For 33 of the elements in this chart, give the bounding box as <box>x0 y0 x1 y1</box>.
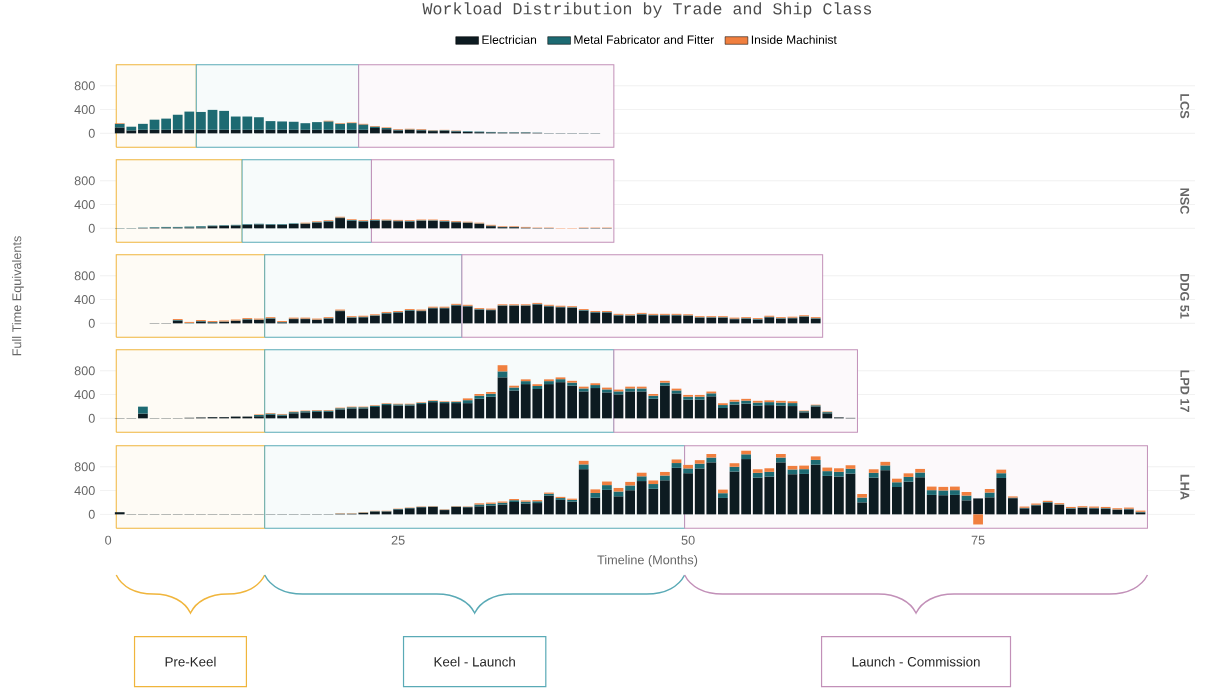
text: Launch - Commission <box>852 656 980 667</box>
y-tick-label: 400 <box>74 105 95 115</box>
y-tick-label: 800 <box>74 176 95 186</box>
legend-label: Metal Fabricator and Fitter <box>574 35 714 44</box>
legend-label: Electrician <box>482 35 537 44</box>
y-tick-label: 800 <box>74 462 95 472</box>
y-tick-label: 800 <box>74 81 95 91</box>
text: NSC <box>1180 188 1190 215</box>
x-axis-title: Timeline (Months) <box>597 555 698 567</box>
y-tick-label: 0 <box>88 509 95 519</box>
text: LHA <box>1180 474 1190 500</box>
y-tick-label: 0 <box>88 128 95 138</box>
y-tick-label: 0 <box>88 413 95 423</box>
x-tick-label: 0 <box>105 535 112 545</box>
chart-title: Workload Distribution by Trade and Ship Class <box>422 2 872 18</box>
x-tick-label: 50 <box>681 535 695 545</box>
y-tick-label: 400 <box>74 486 95 496</box>
x-tick-label: 75 <box>971 535 985 545</box>
legend-label: Inside Machinist <box>751 35 837 44</box>
text: LPD 17 <box>1180 370 1190 412</box>
y-tick-label: 400 <box>74 200 95 210</box>
text: Pre-Keel <box>165 656 216 667</box>
y-tick-label: 0 <box>88 318 95 328</box>
y-tick-label: 400 <box>74 295 95 305</box>
text: Keel - Launch <box>434 656 515 667</box>
text: DDG 51 <box>1180 273 1190 319</box>
y-tick-label: 800 <box>74 366 95 376</box>
text: LCS <box>1180 94 1190 119</box>
y-axis-title: Full Time Equivalents <box>11 236 24 356</box>
y-tick-label: 800 <box>74 271 95 281</box>
y-tick-label: 400 <box>74 390 95 400</box>
x-tick-label: 25 <box>391 535 405 545</box>
y-tick-label: 0 <box>88 223 95 233</box>
